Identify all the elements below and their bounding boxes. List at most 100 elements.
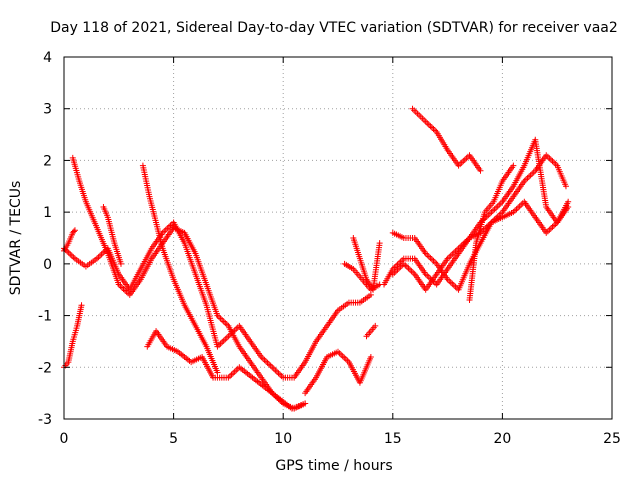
data-point [432,127,439,134]
data-point [372,322,379,329]
data-point [273,368,280,375]
y-tick-label: 2 [43,153,52,169]
data-point [488,209,495,216]
series-track-b [69,154,309,412]
data-point [477,167,484,174]
y-tick-label: -2 [38,360,52,376]
data-point [407,266,414,273]
data-point [272,367,279,374]
data-point [430,126,437,133]
data-point [530,169,537,176]
grid-lines [64,57,612,419]
data-point [162,226,169,233]
data-point [219,339,226,346]
data-point [526,173,533,180]
data-point [458,159,465,166]
data-point [97,252,104,259]
data-point [425,253,432,260]
series-track-d [144,328,309,412]
data-point [427,123,434,130]
data-point [424,251,431,258]
data-point [95,254,102,261]
data-point [449,251,456,258]
data-point [430,257,437,264]
data-point [118,284,125,291]
data-point [367,353,374,360]
data-point [428,256,435,263]
data-point [262,358,269,365]
data-point [460,158,467,165]
data-point [549,223,556,230]
data-point [516,203,523,210]
data-point [529,170,536,177]
data-point [450,282,457,289]
data-point [497,200,504,207]
x-tick-label: 25 [603,431,621,447]
data-point [490,207,497,214]
data-point [522,176,529,183]
y-tick-label: 0 [43,257,52,273]
y-tick-label: 4 [43,50,52,66]
data-point [547,156,554,163]
data-point [565,198,572,205]
data-point [223,334,230,341]
data-point [510,162,517,169]
data-point [427,254,434,261]
data-point [261,356,268,363]
data-point [70,228,77,235]
data-point [408,268,415,275]
data-point [452,283,459,290]
data-point [214,369,221,376]
data-point [399,257,406,264]
data-point [546,155,553,162]
data-point [513,206,520,213]
data-point [491,206,498,213]
series-track-f [100,203,124,267]
series-track-a [61,219,374,381]
x-tick-label: 10 [274,431,292,447]
data-point [120,285,127,292]
data-point [67,251,74,258]
data-point [277,371,284,378]
data-point [231,368,238,375]
data-point [518,201,525,208]
data-point [410,269,417,276]
x-tick-label: 20 [493,431,511,447]
series-track-e [61,302,85,371]
series-track-k [363,322,379,340]
data-point [376,240,383,247]
data-point [494,203,501,210]
y-tick-label: 1 [43,205,52,221]
data-point [226,373,233,380]
data-point [461,156,468,163]
y-axis-label: SDTVAR / TECUs [8,181,24,296]
data-point [339,353,346,360]
x-tick-label: 15 [384,431,402,447]
data-point [220,337,227,344]
series-track-l [409,105,484,174]
data-point [100,249,107,256]
data-point [496,201,503,208]
series-track-j [350,235,383,293]
data-point [341,354,348,361]
chart-title: Day 118 of 2021, Sidereal Day-to-day VTE… [50,20,618,36]
x-tick-label: 5 [169,431,178,447]
data-point [217,340,224,347]
y-tick-labels: -3 -2 -1 0 1 2 3 4 [38,50,52,428]
data-point [217,315,224,322]
data-point [565,203,572,210]
data-point [527,172,534,179]
y-tick-label: -3 [38,412,52,428]
data-point [269,364,276,371]
data-point [302,400,309,407]
data-point [493,204,500,211]
data-point [222,336,229,343]
data-point [220,318,227,325]
data-point [68,252,75,259]
series-track-p [466,162,517,304]
data-point [164,225,171,232]
data-point [402,262,409,269]
data-point [225,333,232,340]
data-point [497,210,504,217]
